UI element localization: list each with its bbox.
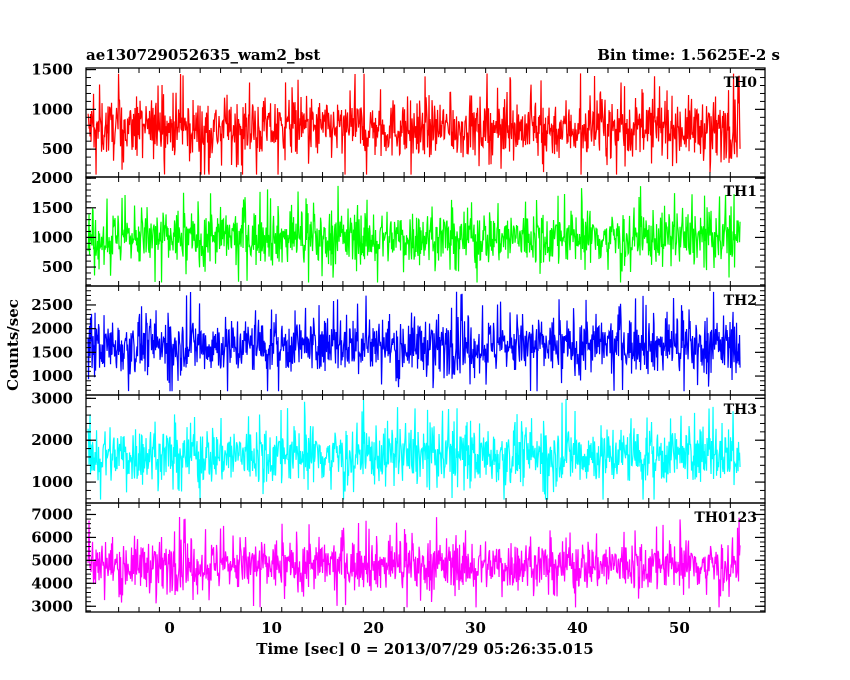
panel-th1: 500 1000 1500 2000 TH1 (31, 169, 766, 287)
channel-label: TH3 (724, 402, 757, 418)
x-tick-label: 20 (363, 619, 384, 637)
x-tick-label: 10 (261, 619, 282, 637)
panel-th3: 1000 2000 3000 TH3 (31, 389, 766, 504)
panel-th0123: 3000 4000 5000 6000 7000 TH0123 (31, 502, 766, 615)
y-tick-label: 2500 (31, 296, 73, 314)
series-th3-line (87, 399, 741, 500)
y-tick-label: 4000 (31, 574, 73, 592)
panel-th0: 500 1000 1500 TH0 (31, 61, 766, 178)
x-tick-label: 0 (164, 619, 174, 637)
channel-label: TH1 (724, 184, 757, 200)
y-tick-label: 1500 (31, 61, 73, 79)
series-th0123-line (87, 516, 741, 608)
y-tick-label: 3000 (31, 597, 73, 615)
y-tick-label: 2000 (31, 320, 73, 338)
panel-th2: 1000 1500 2000 2500 TH2 (31, 285, 766, 396)
y-tick-label: 5000 (31, 551, 73, 569)
x-tick-label: 50 (669, 619, 690, 637)
chart-title-left: ae130729052635_wam2_bst (86, 46, 320, 64)
channel-label: TH2 (724, 293, 757, 309)
panels-group: 50010001500TH0500100015002000TH110001500… (31, 61, 766, 637)
channel-label: TH0123 (694, 510, 757, 526)
y-tick-label: 1500 (31, 343, 73, 361)
y-tick-label: 7000 (31, 505, 73, 523)
x-tick-label: 30 (465, 619, 486, 637)
series-th0-line (87, 73, 741, 175)
series-th1-line (87, 185, 741, 283)
y-tick-label: 1000 (31, 367, 73, 385)
y-tick-label: 1000 (31, 228, 73, 246)
y-axis-label: Counts/sec (4, 299, 22, 391)
chart-title-right: Bin time: 1.5625E-2 s (597, 46, 780, 64)
channel-label: TH0 (724, 75, 758, 91)
y-tick-label: 1000 (31, 473, 73, 491)
y-tick-label: 500 (42, 258, 73, 276)
y-tick-label: 2000 (31, 169, 73, 187)
y-tick-label: 2000 (31, 431, 73, 449)
y-tick-label: 1500 (31, 199, 73, 217)
x-tick-label: 40 (567, 619, 588, 637)
x-axis: 0 10 20 30 40 50 (164, 619, 689, 637)
x-axis-label: Time [sec] 0 = 2013/07/29 05:26:35.015 (256, 640, 593, 658)
series-th2-line (87, 291, 741, 392)
y-tick-label: 500 (42, 140, 73, 158)
y-tick-label: 1000 (31, 100, 73, 118)
y-tick-label: 6000 (31, 528, 73, 546)
y-tick-label: 3000 (31, 389, 73, 407)
panel-frame (85, 502, 766, 613)
